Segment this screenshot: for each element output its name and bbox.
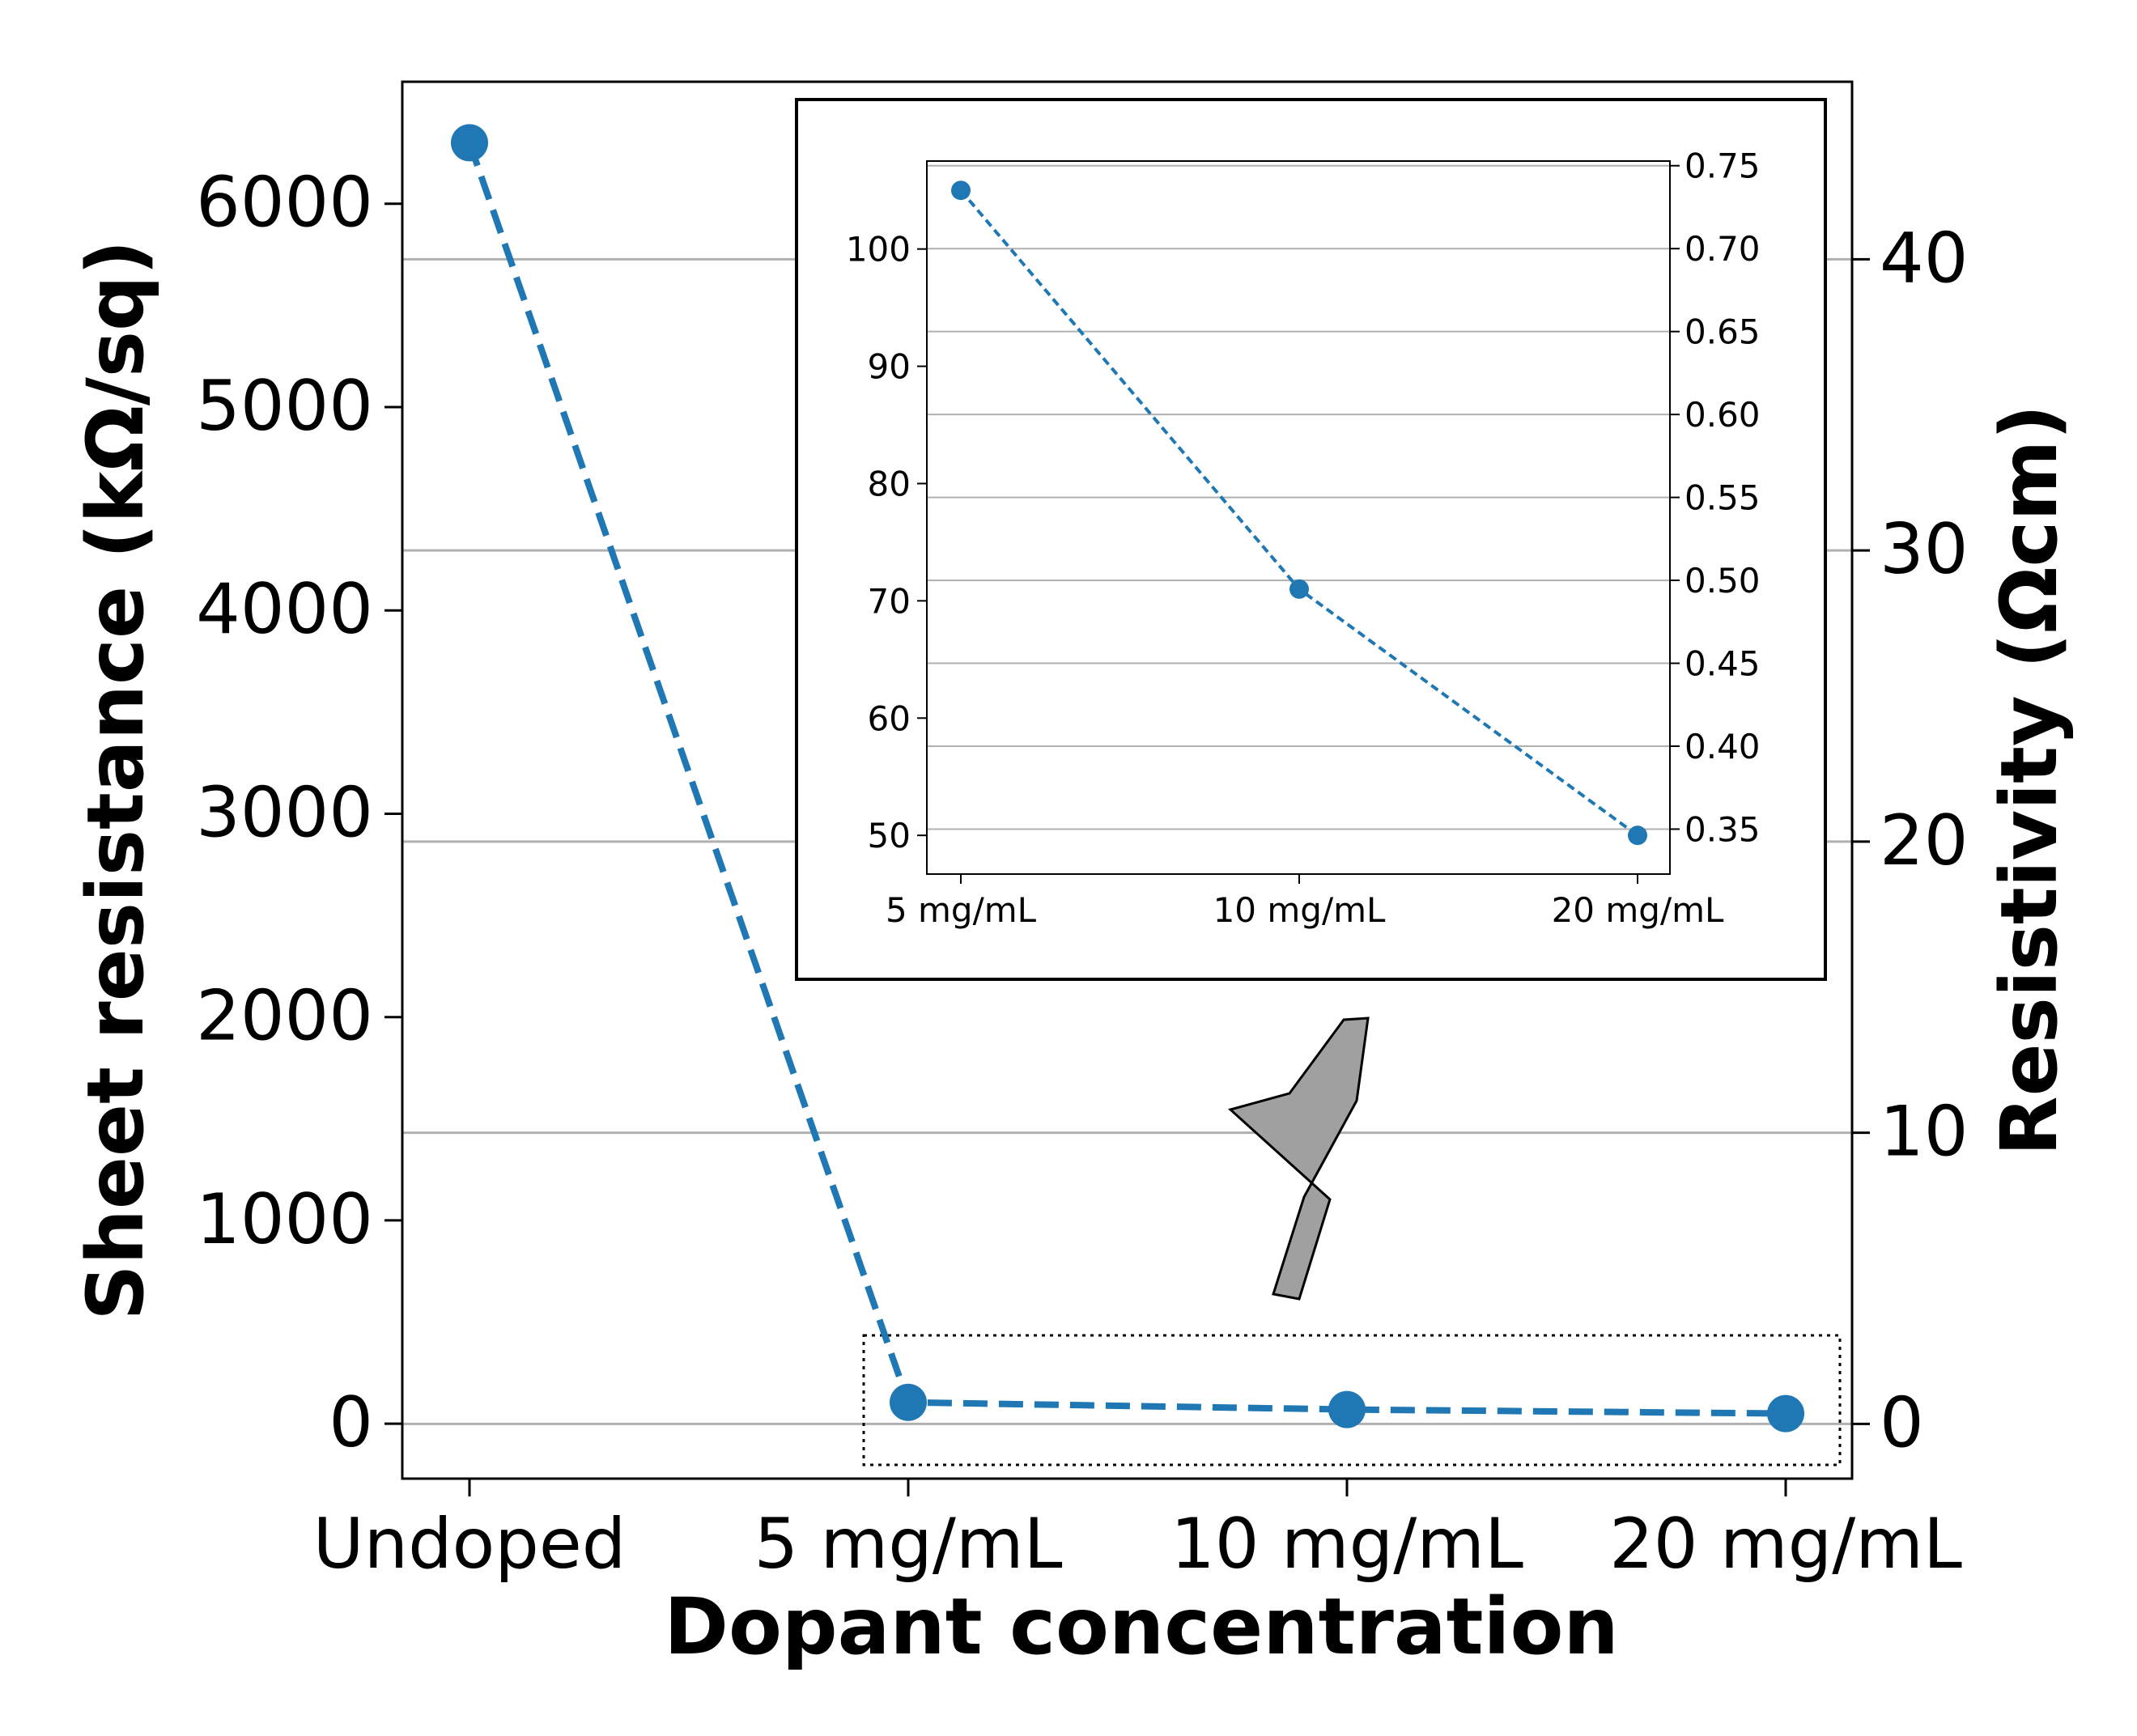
highlight-box <box>862 1334 1842 1466</box>
x-tick-label: 10 mg/mL <box>1170 1504 1523 1585</box>
y2-tick-label: 30 <box>1880 509 1968 590</box>
y-tick-label: 5000 <box>196 366 373 447</box>
inset-y-tick-label: 90 <box>868 347 911 387</box>
inset-x-tick-label: 5 mg/mL <box>886 890 1037 930</box>
inset-chart: 50 60 70 80 90 100 0.35 0.40 0.45 0.50 0.55 0.60 0.6… <box>795 98 1827 981</box>
main-chart: 0 1000 2000 3000 4000 5000 6000 0 10 20 30 40 Undope… <box>70 80 2075 1672</box>
y-tick-label: 4000 <box>196 569 373 650</box>
inset-y2-tick-label: 0.35 <box>1685 809 1761 849</box>
plot-frame <box>401 80 1854 1480</box>
inset-y2-tick-label: 0.40 <box>1685 727 1761 766</box>
y-tick-label: 2000 <box>196 976 373 1057</box>
inset-x-tick-label: 10 mg/mL <box>1213 890 1386 930</box>
inset-data-point <box>1628 826 1647 846</box>
inset-x-tick-label: 20 mg/mL <box>1552 890 1724 930</box>
inset-data-point <box>1289 579 1309 599</box>
inset-y2-tick-label: 0.65 <box>1685 312 1761 352</box>
data-point <box>890 1383 927 1421</box>
inset-y-tick-label: 70 <box>868 581 911 621</box>
inset-frame <box>795 98 1827 981</box>
inset-y2-tick-label: 0.60 <box>1685 395 1761 435</box>
inset-y-tick-label: 60 <box>868 698 911 738</box>
y2-tick-label: 40 <box>1880 218 1968 299</box>
inset-y2-tick-label: 0.50 <box>1685 561 1761 601</box>
y-tick-label: 1000 <box>196 1179 373 1260</box>
x-tick-label: 20 mg/mL <box>1609 1504 1962 1585</box>
inset-y2-tick-label: 0.55 <box>1685 478 1761 518</box>
y2-tick-label: 20 <box>1880 800 1968 881</box>
y-tick-label: 3000 <box>196 772 373 853</box>
y2-tick-label: 10 <box>1880 1092 1968 1173</box>
data-point <box>1767 1394 1804 1433</box>
data-point <box>451 124 488 162</box>
inset-y2-tick-label: 0.45 <box>1685 644 1761 684</box>
arrow-icon <box>1227 1017 1370 1301</box>
inset-data-point <box>951 180 971 201</box>
y-axis-label: Sheet resistance (kΩ/sq) <box>70 240 161 1320</box>
y-tick-label: 6000 <box>196 163 373 244</box>
inset-y-tick-label: 50 <box>868 816 911 855</box>
y2-tick-label: 0 <box>1880 1382 1924 1463</box>
series-line <box>466 142 1786 1417</box>
inset-y-tick-label: 80 <box>868 464 911 503</box>
data-point <box>1328 1390 1366 1428</box>
x-axis-label: Dopant concentration <box>664 1581 1618 1672</box>
inset-y2-tick-label: 0.70 <box>1685 229 1761 269</box>
y-tick-label: 0 <box>329 1382 373 1463</box>
inset-y2-tick-label: 0.75 <box>1685 146 1761 186</box>
y2-axis-label: Resistivity (Ωcm) <box>1984 405 2075 1157</box>
x-tick-label: 5 mg/mL <box>754 1504 1062 1585</box>
x-tick-label: Undoped <box>313 1504 627 1585</box>
inset-y-tick-label: 100 <box>846 230 911 270</box>
